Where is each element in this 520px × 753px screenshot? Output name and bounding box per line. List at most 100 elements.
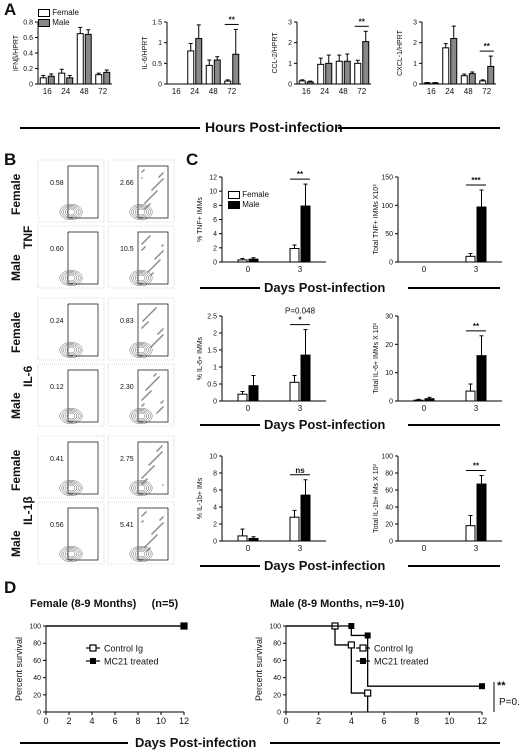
flow-event-dot — [160, 330, 162, 332]
flow-event-dot — [142, 404, 144, 406]
flow-event-dot — [162, 334, 164, 336]
flow-plot-frame — [107, 435, 175, 499]
flow-event-dot — [150, 390, 152, 392]
flow-event-dot — [144, 240, 146, 242]
flow-event-dot — [144, 474, 146, 476]
flow-event-dot — [146, 544, 148, 546]
flow-event-dot — [150, 468, 152, 470]
flow-event-dot — [146, 394, 148, 396]
flow-event-dot — [148, 470, 150, 472]
flow-event-dot — [146, 322, 148, 324]
y-tick-label: 30 — [385, 314, 393, 321]
flow-contour — [136, 346, 146, 354]
flow-event-dot — [151, 383, 153, 385]
bar-female — [39, 77, 47, 85]
bar-male — [300, 494, 311, 542]
flow-plot — [37, 225, 105, 289]
flow-contour — [61, 547, 81, 561]
flow-event-dot — [143, 325, 145, 327]
legend-item-male: Male — [228, 200, 269, 210]
flow-event-dot — [153, 309, 155, 311]
flow-contour — [133, 206, 149, 218]
y-tick-label: 0.5 — [152, 61, 162, 68]
y-tick-label: 6 — [213, 488, 217, 495]
flow-event-dot — [149, 197, 151, 199]
flow-event-dot — [145, 239, 147, 241]
significance-label: ** — [229, 15, 236, 24]
y-tick-label: 100 — [381, 203, 393, 210]
flow-event-dot — [156, 340, 158, 342]
x-tick-label: 3 — [298, 265, 303, 274]
flow-contour — [134, 345, 148, 355]
marker-control-ig — [347, 641, 355, 649]
flow-event-dot — [161, 335, 163, 337]
legend-item-female: Female — [38, 8, 79, 18]
flow-contour — [136, 412, 146, 420]
flow-event-dot — [149, 235, 151, 237]
flow-event-dot — [150, 384, 152, 386]
y-tick-label: 12 — [209, 175, 217, 182]
flow-event-dot — [154, 308, 156, 310]
flow-event-dot — [141, 405, 143, 407]
panel-letter-c: C — [186, 150, 199, 169]
x-tick-label: 10 — [156, 716, 166, 726]
flow-contour — [61, 271, 81, 285]
y-axis-label: IL-6/HPRT — [142, 36, 149, 70]
x-tick-label: 12 — [477, 716, 487, 726]
flow-event-dot — [158, 410, 160, 412]
flow-contour — [66, 208, 76, 216]
flow-event-dot — [144, 246, 146, 248]
y-tick-label: 150 — [381, 175, 393, 182]
marker-mc21 — [181, 623, 187, 629]
flow-event-dot — [160, 452, 162, 454]
flow-event-dot — [157, 449, 159, 451]
flow-event-dot — [142, 320, 144, 322]
y-tick-label: 20 — [385, 522, 393, 529]
survival-legend: Control Ig MC21 treated — [86, 644, 159, 667]
panel-a-shared-axis — [20, 127, 500, 129]
flow-contour — [129, 407, 153, 425]
y-tick-label: 10 — [209, 454, 217, 461]
flow-event-dot — [143, 241, 145, 243]
flow-contour — [131, 409, 151, 423]
chart-il6-total: 0 10 20 30 Total IL-6+ IMMs X 10³ 0 3 ** — [373, 314, 502, 413]
y-tick-label: 10 — [385, 370, 393, 377]
flow-event-dot — [146, 478, 148, 480]
flow-event-dot — [150, 268, 152, 270]
y-tick-label: 2.5 — [207, 314, 217, 321]
flow-contour — [129, 341, 153, 359]
flow-event-dot — [147, 321, 149, 323]
flow-contour — [66, 412, 76, 420]
p-value-annotation: P=0.048 — [285, 307, 316, 316]
flow-plot — [37, 363, 105, 427]
flow-event-dot — [145, 323, 147, 325]
y-tick-label: 6 — [213, 217, 217, 224]
flow-contour — [134, 549, 148, 559]
y-tick-label: 1.5 — [152, 20, 162, 27]
flow-event-dot — [159, 409, 161, 411]
flow-event-dot — [161, 245, 163, 247]
legend-swatch-female — [38, 8, 50, 17]
flow-gate — [137, 441, 169, 495]
flow-event-dot — [150, 196, 152, 198]
flow-event-dot — [159, 525, 161, 527]
flow-event-dot — [159, 337, 161, 339]
x-tick-label: 12 — [179, 716, 189, 726]
flow-event-dot — [151, 533, 153, 535]
x-tick-label: 48 — [80, 87, 89, 96]
flow-gate — [137, 165, 169, 219]
flow-event-dot — [161, 173, 163, 175]
flow-event-dot — [150, 540, 152, 542]
flow-contour — [59, 479, 83, 497]
flow-event-dot — [157, 255, 159, 257]
x-tick-label: 0 — [283, 716, 288, 726]
y-tick-label: 0 — [213, 260, 217, 267]
flow-event-dot — [156, 184, 158, 186]
flow-event-dot — [143, 169, 145, 171]
x-tick-label: 4 — [89, 716, 94, 726]
flow-event-dot — [160, 408, 162, 410]
x-tick-label: 3 — [474, 404, 479, 413]
flow-event-dot — [142, 398, 144, 400]
x-tick-label: 24 — [320, 87, 329, 96]
